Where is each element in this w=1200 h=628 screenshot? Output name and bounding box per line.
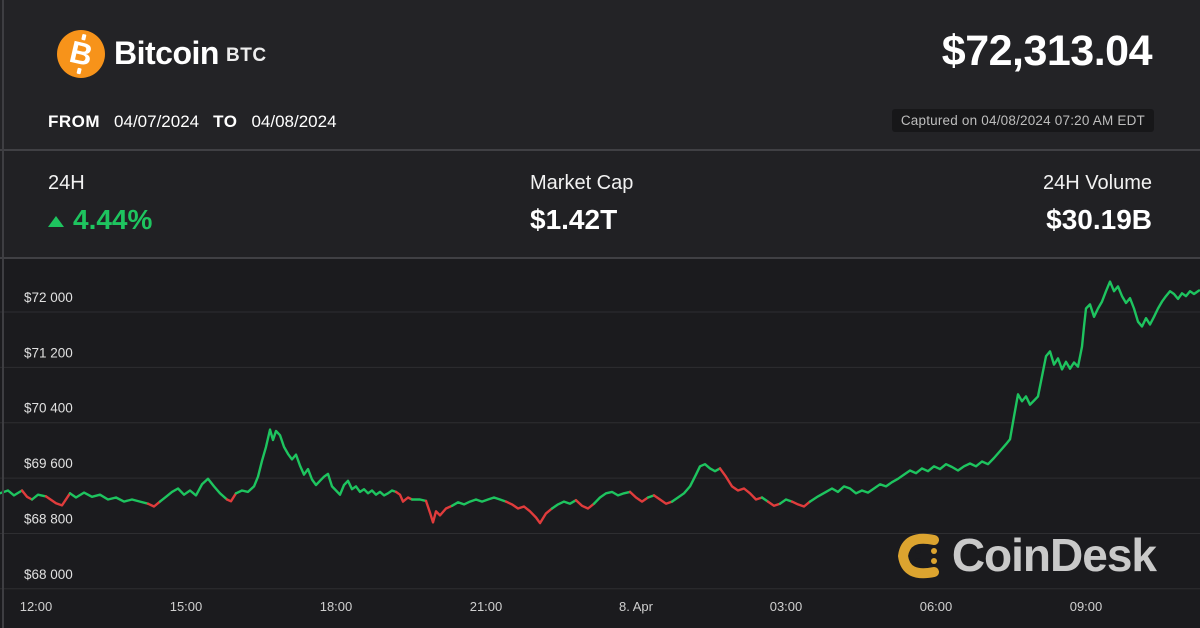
y-axis-label: $70 400 xyxy=(24,401,73,416)
x-axis-label: 21:00 xyxy=(469,599,503,614)
price-line-segment xyxy=(234,428,398,497)
x-axis: 12:00 15:00 18:00 21:00 8. Apr 03:00 06:00 09:0… xyxy=(0,590,1200,628)
stats-divider xyxy=(0,257,1200,259)
x-axis-label: 12:00 xyxy=(19,599,53,614)
price-chart: $72 000 $71 200 $70 400 $69 600 $68 800 $68 0… xyxy=(0,258,1200,590)
date-range: FROM 04/07/2024 TO 04/08/2024 xyxy=(48,112,337,132)
captured-timestamp: Captured on 04/08/2024 07:20 AM EDT xyxy=(891,109,1154,132)
current-price: $72,313.04 xyxy=(941,27,1153,75)
volume-value: $30.19B xyxy=(1046,204,1152,235)
x-axis-label: 8. Apr xyxy=(619,599,653,614)
price-line-segment xyxy=(504,500,554,525)
price-line-segment xyxy=(20,489,34,501)
coindesk-watermark: CoinDesk xyxy=(894,528,1157,582)
y-axis-label: $68 000 xyxy=(24,567,73,582)
price-line-segment xyxy=(68,491,150,505)
stats-row: 24H 4.44% Market Cap $1.42T 24H Volume $… xyxy=(0,151,1200,257)
change-label: 24H xyxy=(48,172,85,194)
price-line-segment xyxy=(410,498,428,503)
x-axis-label: 03:00 xyxy=(769,599,803,614)
header: B Bitcoin BTC $72,313.04 FROM 04/07/2024… xyxy=(0,0,1200,150)
coindesk-wordmark: CoinDesk xyxy=(951,529,1157,581)
x-axis-label: 18:00 xyxy=(319,599,353,614)
change-value: 4.44% xyxy=(48,204,152,236)
price-line-segment xyxy=(394,490,414,503)
coin-name: Bitcoin xyxy=(114,35,219,71)
price-line-segment xyxy=(450,496,508,508)
to-date: 04/08/2024 xyxy=(251,112,337,131)
price-line-segment xyxy=(158,477,229,503)
price-line-segment xyxy=(718,467,764,501)
y-axis-label: $69 600 xyxy=(24,456,73,471)
price-line-segment xyxy=(225,492,238,503)
x-axis-label: 09:00 xyxy=(1069,599,1103,614)
volume-label: 24H Volume xyxy=(1043,172,1152,194)
price-line-segment xyxy=(790,500,812,508)
x-axis-label: 15:00 xyxy=(169,599,203,614)
x-axis-label: 06:00 xyxy=(919,599,953,614)
price-line-segment xyxy=(652,494,674,505)
from-label: FROM xyxy=(48,112,101,131)
price-line-segment xyxy=(766,500,782,508)
price-line-segment xyxy=(778,498,794,505)
coin-symbol: BTC xyxy=(226,45,267,66)
header-divider xyxy=(0,149,1200,151)
price-line-segment xyxy=(424,499,454,524)
price-line-segment xyxy=(146,500,162,508)
price-line-segment xyxy=(550,498,578,510)
price-line-segment xyxy=(574,498,596,510)
y-axis-label: $68 800 xyxy=(24,511,73,526)
market-cap-value: $1.42T xyxy=(530,204,618,235)
price-line-segment xyxy=(808,280,1200,503)
price-chart-svg: $72 000 $71 200 $70 400 $69 600 $68 800 $68 0… xyxy=(0,280,1200,590)
price-line-segment xyxy=(670,462,722,503)
price-line-segment xyxy=(0,489,24,497)
from-date: 04/07/2024 xyxy=(114,112,200,131)
price-line-segment xyxy=(760,496,770,503)
left-edge-line xyxy=(2,0,4,628)
price-line-segment xyxy=(30,493,48,501)
coindesk-logo-icon xyxy=(897,533,939,579)
y-axis-label: $72 000 xyxy=(24,290,73,305)
bitcoin-logo-icon: B xyxy=(57,30,105,78)
to-label: TO xyxy=(213,112,238,131)
price-line-segment xyxy=(628,490,650,503)
market-cap-label: Market Cap xyxy=(530,172,634,194)
price-line-segment xyxy=(44,492,72,507)
y-axis-label: $71 200 xyxy=(24,345,73,360)
up-arrow-icon xyxy=(48,215,64,227)
price-line-segment xyxy=(592,490,632,505)
